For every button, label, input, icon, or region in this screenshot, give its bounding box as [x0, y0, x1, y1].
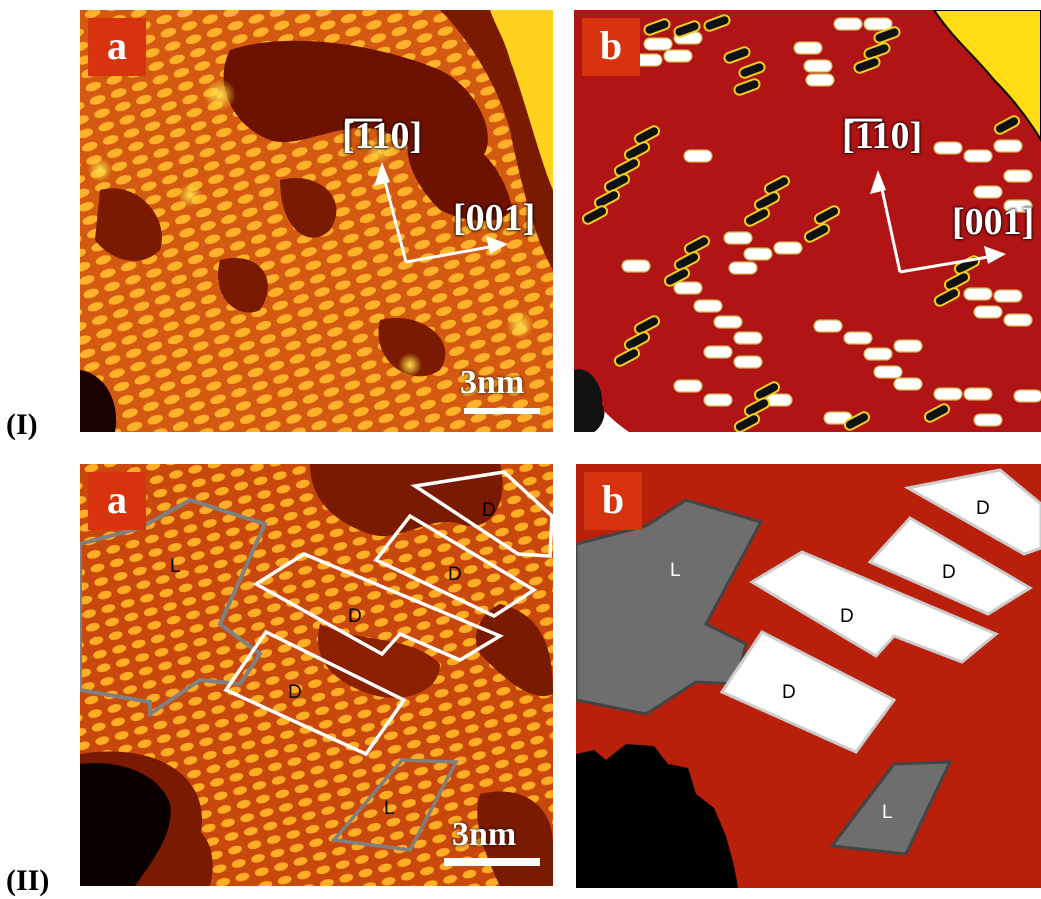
scale-bar-label: 3nm	[452, 816, 517, 853]
domain-label-D: D	[840, 606, 854, 627]
domain-label-L: L	[670, 560, 681, 581]
domain-label-D: D	[348, 606, 362, 627]
domain-label-D: D	[482, 500, 496, 521]
direction-label-110: [̅1̅10]	[842, 115, 923, 157]
direction-label-001: [001]	[453, 197, 536, 239]
row-label-II: (II)	[6, 864, 50, 897]
model-panel-1b: b [̅1̅10] [001]	[574, 10, 1041, 432]
panel-tag-a: a	[88, 472, 146, 530]
scale-bar-label: 3nm	[460, 364, 525, 401]
domain-label-D: D	[976, 498, 990, 519]
stm-image-panel-2a: a L D D D D L 3nm	[80, 464, 553, 886]
panel-tag-b: b	[582, 18, 640, 76]
stm-image-panel-1a: a [̅1̅10] [001] 3nm	[80, 10, 553, 432]
direction-label-110: [̅1̅10]	[342, 115, 423, 157]
panel-tag-b: b	[584, 472, 642, 530]
domain-label-L: L	[882, 802, 893, 823]
direction-label-001: [001]	[952, 201, 1035, 243]
domain-map-panel-2b: b L D D D D L	[576, 464, 1041, 888]
row-label-I: (I)	[6, 408, 38, 441]
domain-label-D: D	[782, 682, 796, 703]
panel-tag-a: a	[88, 18, 146, 76]
domain-label-L: L	[384, 798, 395, 819]
domain-label-L: L	[170, 556, 181, 577]
domain-label-D: D	[942, 562, 956, 583]
domain-label-D: D	[288, 682, 302, 703]
domain-label-D: D	[448, 564, 462, 585]
